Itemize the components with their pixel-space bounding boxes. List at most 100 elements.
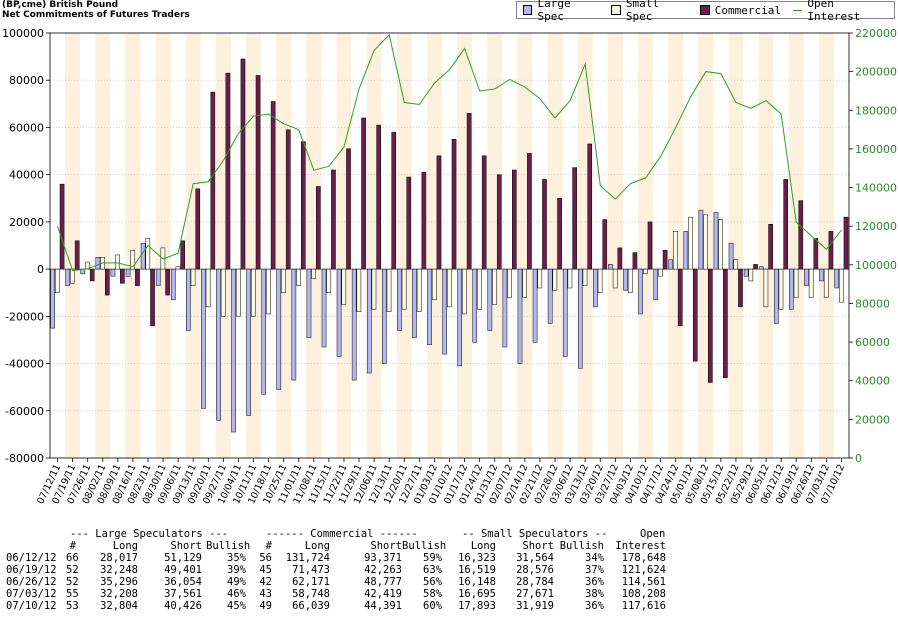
bar (50, 268, 55, 329)
bar (115, 254, 120, 270)
plot-stripe (532, 33, 548, 458)
table-col-header-cell: # (265, 540, 272, 552)
bar (270, 101, 276, 270)
table-cell: 178,648 (621, 552, 666, 564)
bar (562, 268, 568, 357)
bar (748, 268, 754, 282)
bar (386, 268, 392, 312)
bar (552, 268, 558, 291)
table-col-header-cell: Interest (615, 540, 666, 552)
bar (466, 113, 472, 270)
table-cell: 55 (66, 588, 79, 600)
bar (281, 268, 286, 293)
table-cell: 42,263 (364, 564, 402, 576)
table-cell: 49% (227, 576, 246, 588)
bar (567, 268, 573, 289)
bar (391, 131, 397, 270)
table-cell: 48,777 (364, 576, 402, 588)
plot-stripe (653, 33, 669, 458)
plot-stripe (411, 33, 427, 458)
bar (190, 268, 196, 286)
bar (341, 268, 347, 305)
plot-stripe (155, 33, 171, 458)
bar (617, 247, 623, 270)
bar (311, 268, 316, 279)
table-row-date: 06/26/12 (6, 576, 57, 588)
bar (95, 257, 101, 270)
y-right-tick-label: 0 (855, 452, 862, 465)
table-cell: 66 (66, 552, 79, 564)
bar (763, 268, 769, 308)
bar (582, 268, 588, 286)
table-cell: 42 (259, 576, 272, 588)
bar (773, 268, 779, 324)
table-cell: 49 (259, 600, 272, 612)
bar (240, 58, 246, 270)
legend-label: Commercial (714, 3, 781, 17)
table-cell: 71,473 (292, 564, 330, 576)
bar (216, 268, 221, 421)
legend-swatch (792, 9, 803, 11)
bar (602, 219, 608, 270)
y-right-tick-label: 140000 (855, 182, 897, 195)
bar (547, 268, 553, 324)
chart: 100000800006000040000200000-20000-40000-… (2, 27, 897, 506)
bar (527, 153, 532, 270)
bar (728, 242, 734, 270)
table-col-header-cell: # (69, 540, 76, 552)
table-cell: 66,039 (292, 600, 330, 612)
y-right-tick-label: 160000 (855, 143, 897, 156)
bar (843, 216, 849, 270)
y-left-tick-label: 0 (37, 263, 44, 276)
bar (291, 268, 297, 381)
table-cell: 131,724 (285, 552, 330, 564)
chart-title-line1: (BP,cme) British Pound (2, 0, 119, 10)
table-cell: 17,893 (458, 600, 496, 612)
table-cell: 56 (259, 552, 272, 564)
table-col-header-cell: Short (170, 540, 202, 552)
table-cell: 62,171 (292, 576, 330, 588)
table-cell: 32,804 (100, 600, 138, 612)
table-cell: 43 (259, 588, 272, 600)
bar (246, 268, 251, 416)
bar (462, 268, 467, 315)
table-cell: 37,561 (164, 588, 202, 600)
table-cell: 108,208 (621, 588, 666, 600)
bar (401, 268, 407, 310)
y-left-tick-label: -40000 (5, 358, 44, 371)
bar (300, 141, 306, 270)
bar (668, 259, 674, 270)
bar (412, 268, 417, 338)
bar (496, 174, 502, 270)
y-left-tick-label: 80000 (9, 74, 44, 87)
table-cell: 28,784 (516, 576, 554, 588)
table-cell: 37% (585, 564, 604, 576)
bar (186, 268, 191, 331)
bar (507, 268, 512, 298)
chart-title-line2: Net Commitments of Futures Traders (2, 10, 190, 20)
table-cell: 16,148 (458, 576, 496, 588)
bar (316, 186, 321, 270)
table-cell: 51,129 (164, 552, 202, 564)
y-right-tick-label: 100000 (855, 259, 897, 272)
table-cell: 46% (227, 588, 246, 600)
bar (165, 268, 170, 296)
bar (201, 268, 206, 409)
legend-swatch (611, 5, 621, 15)
plot-stripe (487, 33, 503, 458)
bar (457, 268, 463, 367)
bar (210, 91, 216, 270)
table-cell: 16,519 (458, 564, 496, 576)
bar (125, 268, 131, 277)
table-cell: 32,208 (100, 588, 138, 600)
bar (823, 268, 829, 298)
table-cell: 59% (423, 552, 442, 564)
bar (477, 268, 482, 310)
bar (608, 264, 613, 270)
bar (723, 268, 728, 378)
bar (798, 200, 804, 270)
table-row-date: 06/12/12 (6, 552, 57, 564)
bar (577, 268, 583, 369)
bar (427, 268, 432, 345)
bar (416, 268, 422, 312)
